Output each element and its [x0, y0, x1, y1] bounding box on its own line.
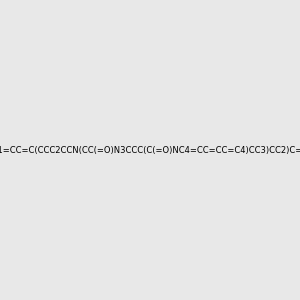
Text: OC1=CC=C(CCC2CCN(CC(=O)N3CCC(C(=O)NC4=CC=CC=C4)CC3)CC2)C=C1: OC1=CC=C(CCC2CCN(CC(=O)N3CCC(C(=O)NC4=CC… [0, 146, 300, 154]
